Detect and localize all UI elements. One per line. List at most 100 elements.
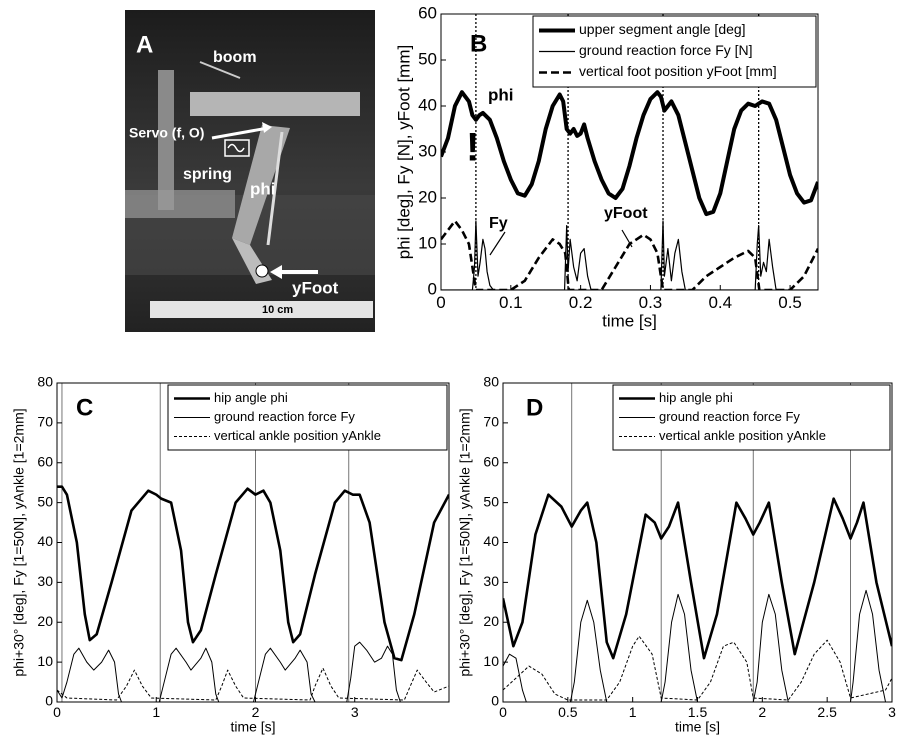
series-line (503, 635, 892, 701)
x-tick-label: 0.2 (569, 293, 593, 312)
x-tick-label: 3 (888, 704, 896, 720)
legend-label: hip angle phi (659, 390, 733, 405)
series-line (441, 90, 818, 217)
annotation: ! (466, 126, 479, 170)
legend-box (532, 15, 817, 88)
foot-arrowhead (270, 265, 282, 279)
annotation: Fy (489, 215, 508, 232)
boom-wire (199, 61, 241, 79)
series-line (441, 220, 818, 290)
photo-label: yFoot (292, 278, 339, 297)
legend-label: ground reaction force Fy (214, 409, 355, 424)
annotation: phi (488, 85, 514, 104)
legend-label: hip angle phi (214, 390, 288, 405)
y-tick-label: 50 (37, 493, 53, 509)
y-tick-label: 40 (418, 95, 437, 114)
annotation-arrow (489, 231, 506, 256)
x-tick-label: 0.1 (499, 293, 523, 312)
y-tick-label: 60 (418, 3, 437, 22)
y-tick-label: 80 (483, 374, 499, 390)
panel-label: D (526, 394, 543, 421)
beam (190, 92, 360, 116)
y-axis-label: phi+30° [deg], Fy [1=50N], yAnkle [1=2mm… (11, 408, 27, 676)
y-tick-label: 20 (483, 613, 499, 629)
servo-arrowhead (262, 122, 272, 133)
photo-label: Servo (f, O) (129, 125, 204, 141)
x-tick-label: 0.3 (639, 293, 663, 312)
ruler-label: 10 cm (262, 304, 293, 316)
y-tick-label: 0 (491, 693, 499, 709)
legend-label: vertical foot position yFoot [mm] (579, 63, 777, 79)
x-tick-label: 0.5 (778, 293, 802, 312)
annotation: yFoot (604, 205, 648, 222)
x-tick-label: 2 (758, 704, 766, 720)
legend-label: ground reaction force Fy [N] (579, 42, 753, 58)
x-tick-label: 0 (436, 293, 445, 312)
x-tick-label: 0 (499, 704, 507, 720)
chart: 0 0.1 0.2 0.3 0.4 0.5 0 10 20 30 40 50 60 time [s] phi… (394, 3, 819, 330)
servo-wave (227, 143, 245, 153)
y-tick-label: 40 (483, 533, 499, 549)
y-tick-label: 80 (37, 374, 53, 390)
legend-label: vertical ankle position yAnkle (659, 428, 826, 443)
x-tick-label: 1 (629, 704, 637, 720)
y-tick-label: 40 (37, 533, 53, 549)
panel-label: C (76, 394, 93, 421)
x-tick-label: 1 (152, 704, 160, 720)
y-tick-label: 70 (483, 414, 499, 430)
x-tick-label: 0.5 (558, 704, 578, 720)
y-axis-label: phi+30° [deg], Fy [1=50N], yAnkle [1=2mm… (457, 408, 473, 676)
x-tick-label: 2.5 (817, 704, 837, 720)
photo-label: spring (183, 166, 232, 183)
y-tick-label: 30 (37, 573, 53, 589)
y-tick-label: 70 (37, 414, 53, 430)
x-tick-label: 3 (351, 704, 359, 720)
series-line (57, 641, 449, 702)
series-line (57, 667, 449, 701)
series-line (57, 485, 449, 662)
x-axis-label: time [s] (602, 311, 657, 330)
x-tick-label: 1.5 (688, 704, 708, 720)
x-axis-label: time [s] (675, 719, 720, 735)
y-tick-label: 30 (418, 141, 437, 160)
y-tick-label: 0 (45, 693, 53, 709)
legend-box (612, 384, 891, 451)
ruler (150, 301, 373, 318)
series-line (503, 589, 892, 702)
photo-label: phi (250, 179, 276, 198)
base (125, 190, 235, 218)
foot-marker (255, 264, 269, 278)
x-tick-label: 0 (53, 704, 61, 720)
x-axis-label: time [s] (230, 719, 275, 735)
servo-icon (224, 139, 250, 157)
panel-label: B (470, 30, 487, 57)
y-tick-label: 60 (37, 453, 53, 469)
panel-label: A (136, 31, 153, 58)
y-tick-label: 10 (37, 653, 53, 669)
x-tick-label: 2 (252, 704, 260, 720)
y-tick-label: 50 (483, 493, 499, 509)
legend-label: upper segment angle [deg] (579, 21, 746, 37)
spring-rod (266, 131, 284, 246)
photo-label: boom (213, 49, 257, 66)
y-tick-label: 20 (37, 613, 53, 629)
y-tick-label: 20 (418, 187, 437, 206)
panel-b-arrows (489, 229, 633, 256)
photo-panel: A boom Servo (f, O) spring phi yFoot 10 … (125, 10, 375, 332)
y-tick-label: 0 (428, 279, 437, 298)
y-tick-label: 10 (483, 653, 499, 669)
pole (158, 70, 174, 210)
y-tick-label: 10 (418, 233, 437, 252)
legend-label: ground reaction force Fy (659, 409, 800, 424)
y-axis-label: phi [deg], Fy [N], yFoot [mm] (394, 45, 413, 259)
legend-box (167, 384, 448, 451)
y-tick-label: 30 (483, 573, 499, 589)
y-tick-label: 60 (483, 453, 499, 469)
servo-arrow (211, 126, 269, 140)
x-tick-label: 0.4 (708, 293, 732, 312)
upper-leg (232, 125, 290, 245)
